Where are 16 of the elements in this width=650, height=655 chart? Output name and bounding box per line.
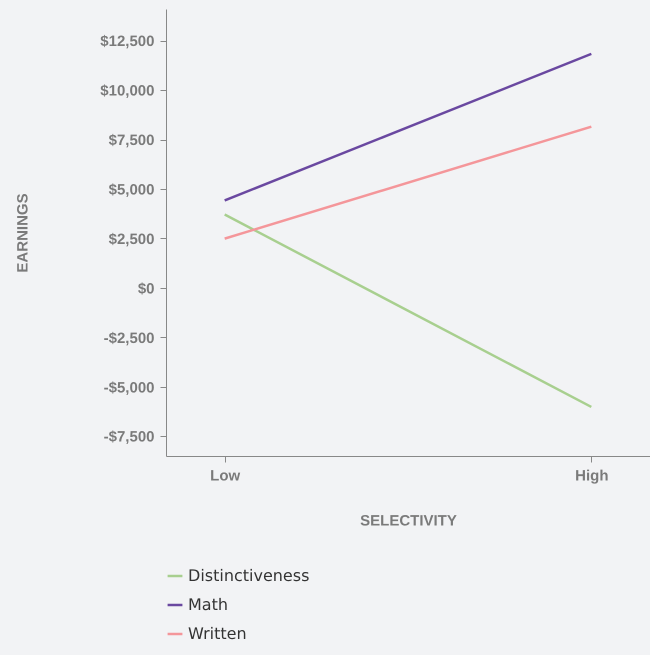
y-axis-title: EARNINGS: [14, 193, 32, 273]
x-tick-label: High: [575, 468, 608, 484]
y-tick-label: $0: [138, 280, 154, 298]
legend-label: Written: [188, 624, 247, 643]
y-tick-label: $12,500: [100, 33, 154, 50]
y-tick-label: -$2,500: [104, 330, 154, 347]
y-tick-label: $2,500: [108, 230, 154, 248]
y-tick-label: -$7,500: [104, 428, 154, 446]
legend-label: Math: [188, 595, 228, 614]
y-tick-label: -$5,000: [104, 379, 154, 396]
x-axis-title: SELECTIVITY: [360, 512, 457, 530]
x-tick-label: Low: [210, 468, 240, 484]
y-tick-label: $10,000: [100, 82, 154, 100]
legend-label: Distinctiveness: [188, 566, 310, 585]
y-tick-label: $5,000: [108, 181, 154, 198]
y-tick-label: $7,500: [108, 132, 154, 150]
